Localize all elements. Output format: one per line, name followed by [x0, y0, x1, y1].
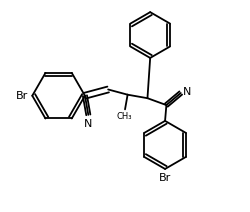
Text: N: N — [182, 87, 191, 97]
Text: N: N — [84, 119, 92, 129]
Text: Br: Br — [159, 173, 171, 183]
Text: Br: Br — [16, 91, 28, 101]
Text: CH₃: CH₃ — [116, 112, 132, 121]
